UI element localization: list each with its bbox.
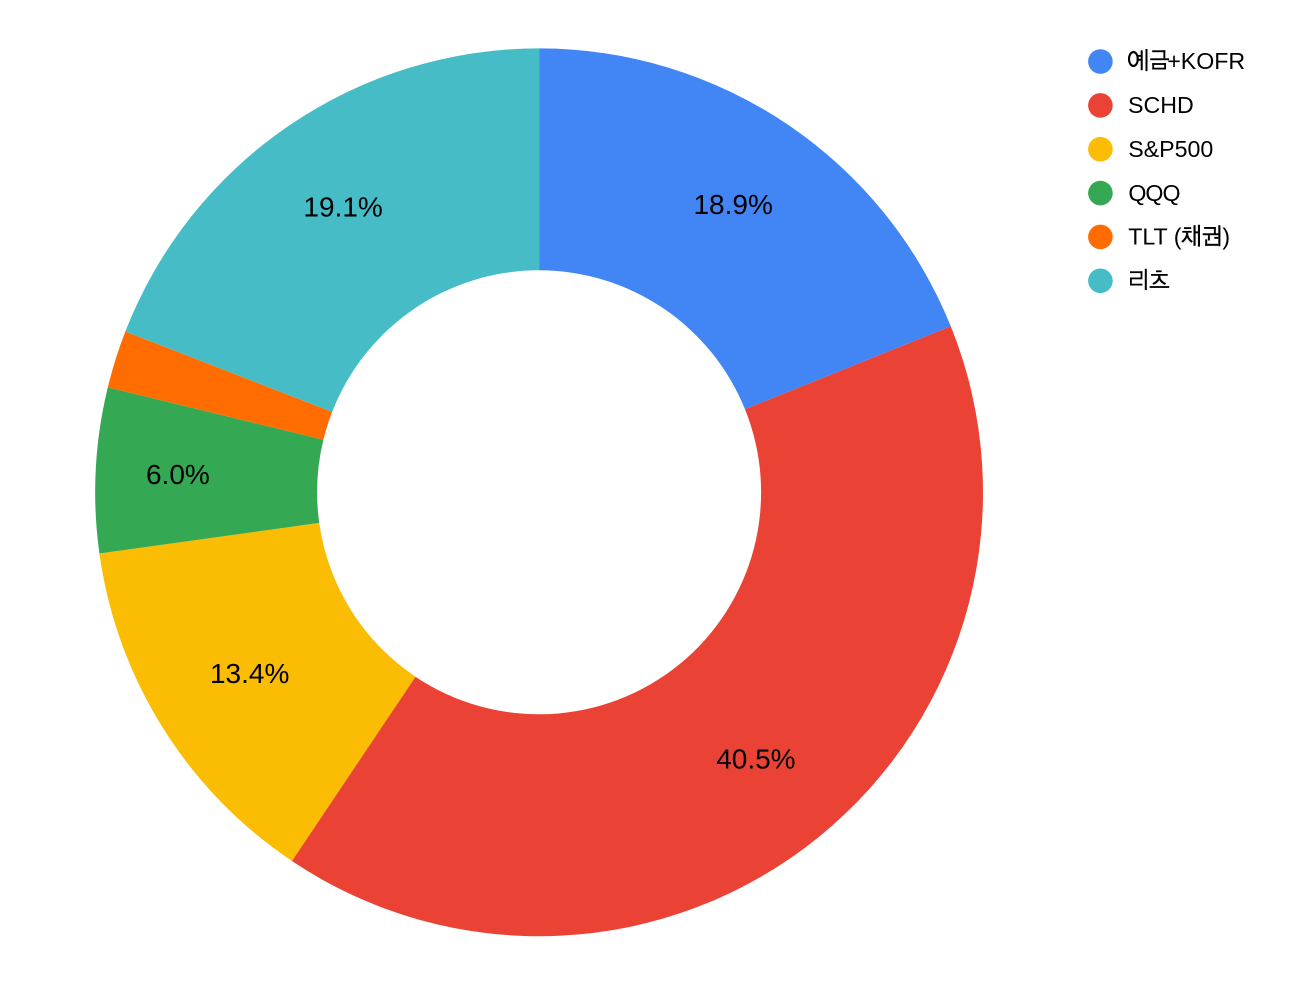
svg-text:S&P500: S&P500 — [1128, 136, 1213, 162]
svg-text:): ) — [1222, 224, 1230, 250]
svg-text:18.9%: 18.9% — [693, 189, 772, 220]
svg-text:SCHD: SCHD — [1128, 92, 1194, 118]
svg-text:+KOFR: +KOFR — [1167, 48, 1245, 74]
svg-text:TLT (: TLT ( — [1128, 224, 1182, 250]
svg-text:40.5%: 40.5% — [716, 744, 795, 775]
svg-text:13.4%: 13.4% — [210, 658, 289, 689]
svg-text:6.0%: 6.0% — [146, 459, 210, 490]
svg-text:19.1%: 19.1% — [303, 191, 382, 222]
svg-text:QQQ: QQQ — [1128, 180, 1179, 206]
